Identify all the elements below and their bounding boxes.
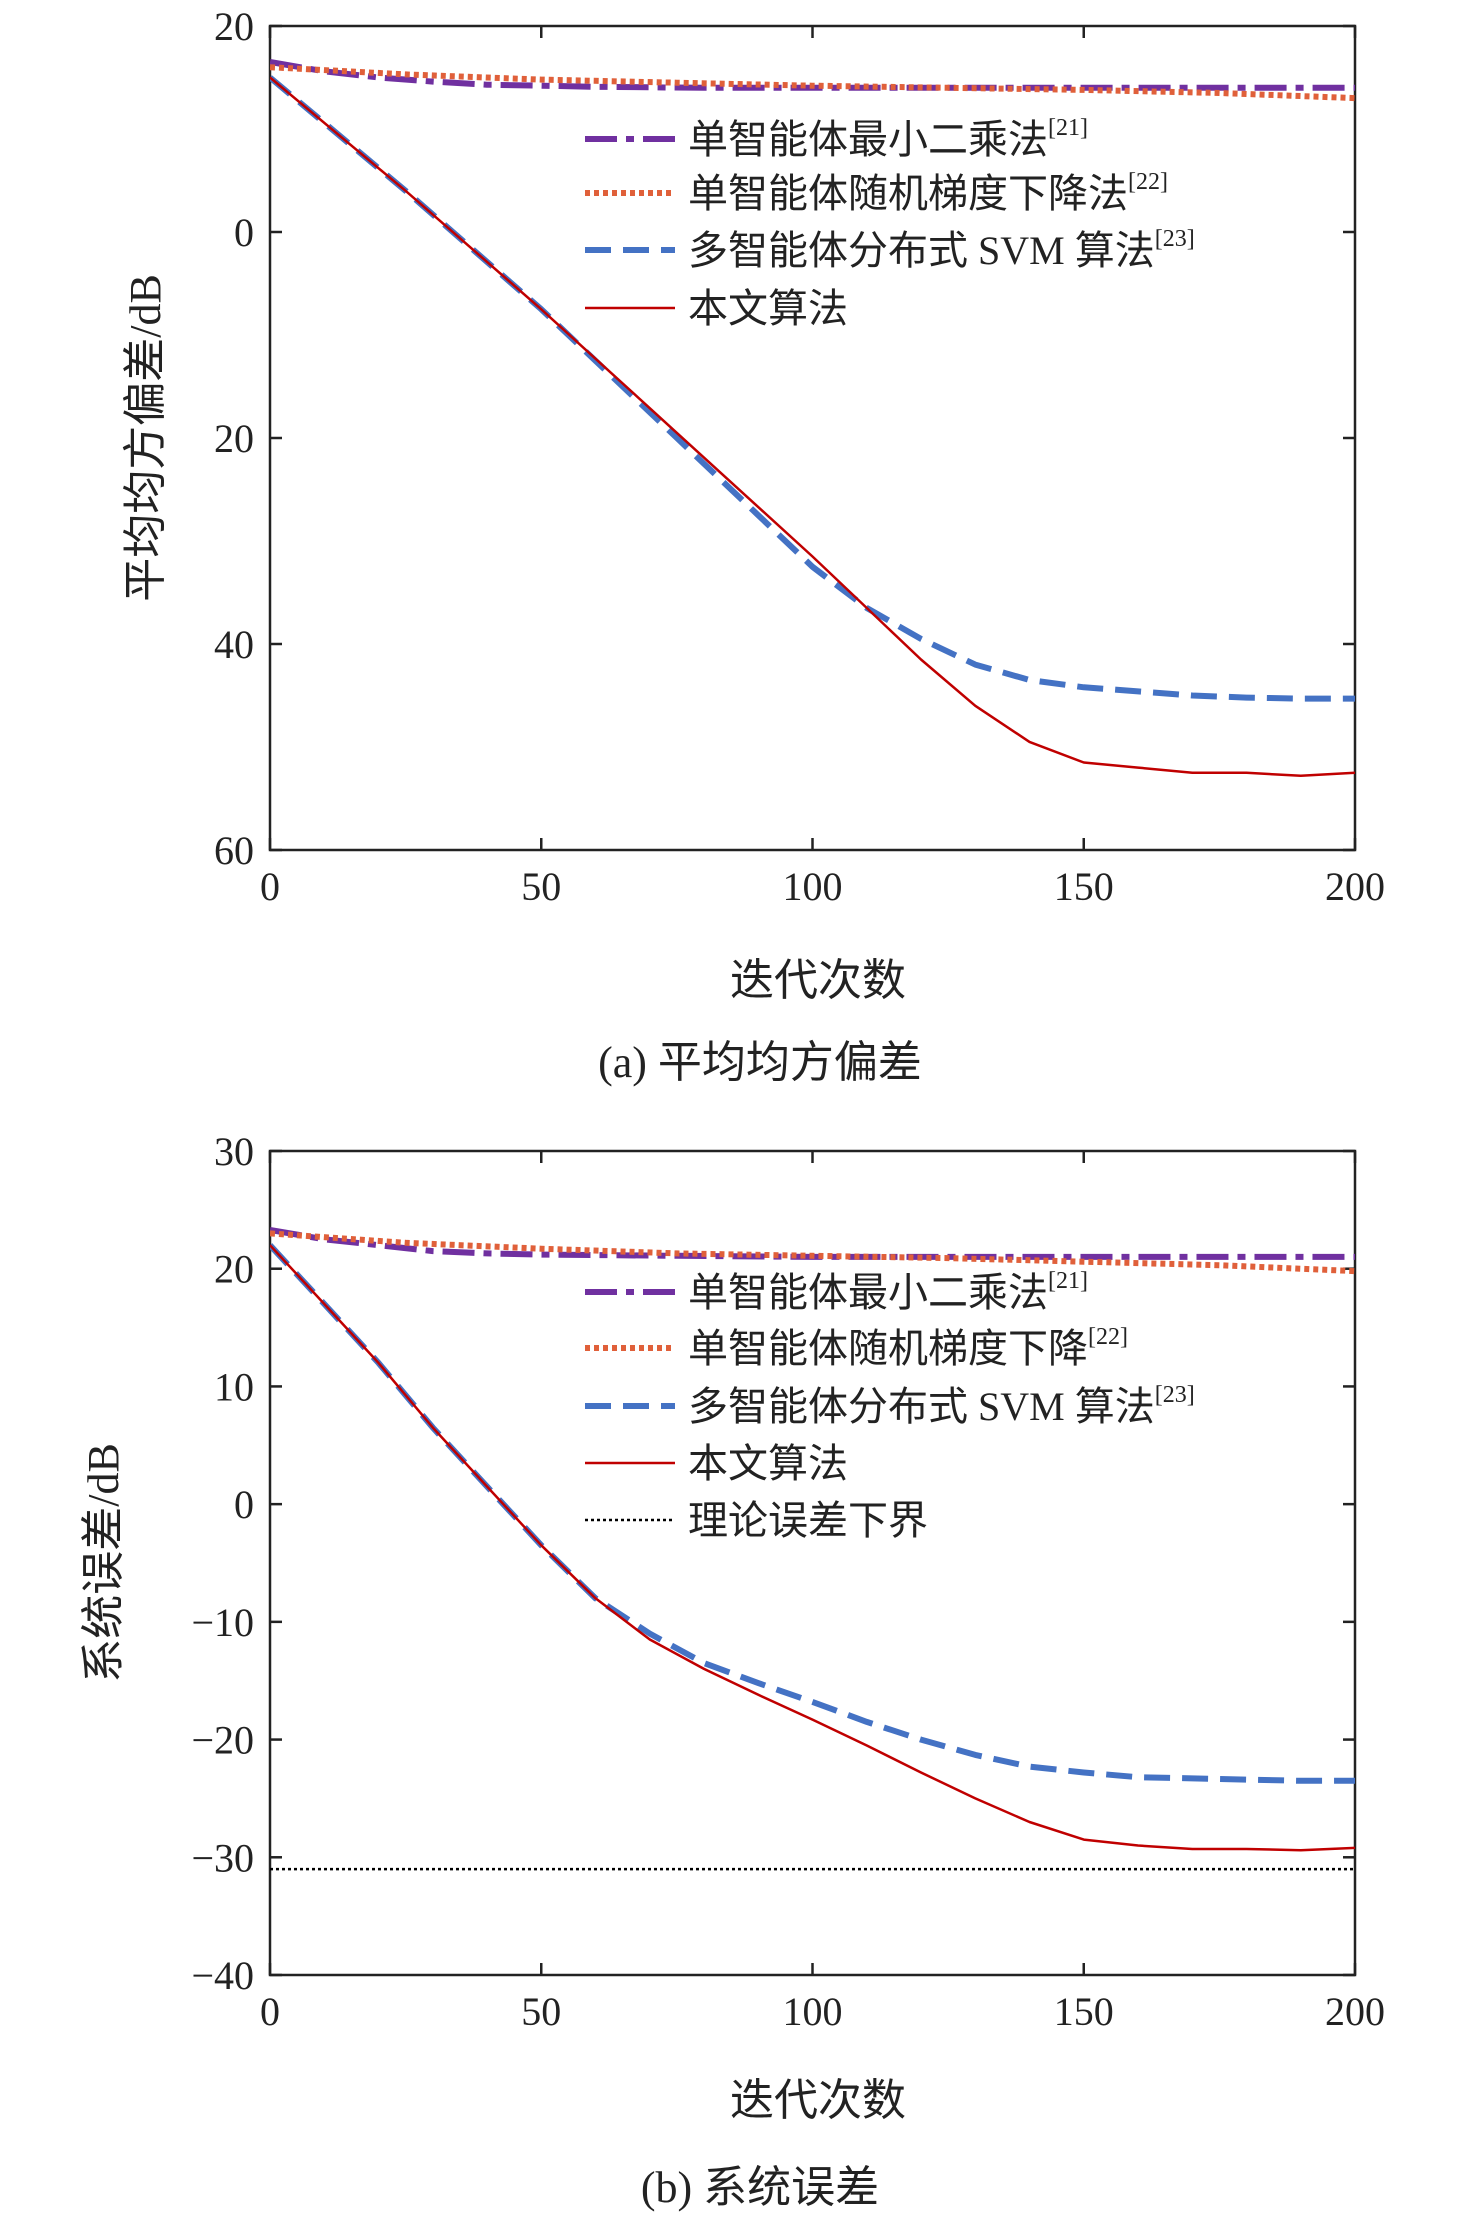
series-lines — [270, 1226, 1355, 1871]
y-tick-label: −40 — [191, 1953, 254, 1998]
legend-label: 单智能体随机梯度下降[22] — [688, 1324, 1128, 1371]
y-tick-label: 20 — [214, 4, 254, 49]
x-tick-label: 100 — [783, 1989, 843, 2034]
y-axis-label: 平均均方偏差/dB — [121, 274, 170, 602]
x-tick-label: 200 — [1325, 864, 1385, 909]
x-tick-label: 50 — [521, 1989, 561, 2034]
legend-label: 理论误差下界 — [688, 1498, 928, 1543]
series-line — [270, 1244, 1355, 1852]
x-tick-label: 150 — [1054, 864, 1114, 909]
series-line — [270, 1230, 1355, 1275]
x-tick-label: 150 — [1054, 1989, 1114, 2034]
legend-label: 多智能体分布式 SVM 算法[23] — [688, 1382, 1195, 1429]
y-tick-label: 0 — [234, 1482, 254, 1527]
y-tick-label: 10 — [214, 1364, 254, 1409]
series-line — [270, 75, 1355, 702]
x-axis-ticks: 0 50 100 150 200 — [260, 26, 1385, 909]
legend-label: 单智能体最小二乘法[21] — [688, 115, 1088, 162]
x-tick-label: 0 — [260, 864, 280, 909]
series-line — [270, 76, 1355, 778]
legend-label: 单智能体最小二乘法[21] — [688, 1268, 1088, 1315]
x-axis-label: 迭代次数 — [730, 2076, 906, 2125]
y-axis-label: 系统误差/dB — [79, 1443, 128, 1683]
y-tick-label: −20 — [191, 1718, 254, 1763]
legend-label: 本文算法 — [688, 286, 848, 331]
legend-label: 本文算法 — [688, 1441, 848, 1486]
y-tick-label: 60 — [214, 828, 254, 873]
legend-label: 多智能体分布式 SVM 算法[23] — [688, 226, 1195, 273]
legend-label: 单智能体随机梯度下降法[22] — [688, 169, 1168, 216]
x-tick-label: 100 — [783, 864, 843, 909]
x-axis-ticks: 0 50 100 150 200 — [260, 1151, 1385, 2034]
y-tick-label: 30 — [214, 1129, 254, 1174]
x-axis-label: 迭代次数 — [730, 956, 906, 1005]
caption: (b) 系统误差 — [641, 2163, 879, 2212]
x-tick-label: 200 — [1325, 1989, 1385, 2034]
y-tick-label: 0 — [234, 210, 254, 255]
y-axis-ticks: 30 20 10 0 −10 −20 −30 −40 — [191, 1129, 1355, 1998]
caption: (a) 平均均方偏差 — [598, 1038, 922, 1087]
y-tick-label: 20 — [214, 1247, 254, 1292]
y-tick-label: −10 — [191, 1600, 254, 1645]
y-tick-label: 20 — [214, 416, 254, 461]
y-axis-ticks: 20 0 20 40 60 — [214, 4, 1355, 873]
x-tick-label: 0 — [260, 1989, 280, 2034]
series-line — [270, 64, 1355, 102]
y-tick-label: 40 — [214, 622, 254, 667]
legend: 单智能体最小二乘法[21] 单智能体随机梯度下降法[22] 多智能体分布式 SV… — [585, 115, 1195, 331]
x-tick-label: 50 — [521, 864, 561, 909]
legend: 单智能体最小二乘法[21] 单智能体随机梯度下降[22] 多智能体分布式 SVM… — [585, 1268, 1195, 1543]
series-lines — [270, 59, 1355, 778]
y-tick-label: −30 — [191, 1835, 254, 1880]
